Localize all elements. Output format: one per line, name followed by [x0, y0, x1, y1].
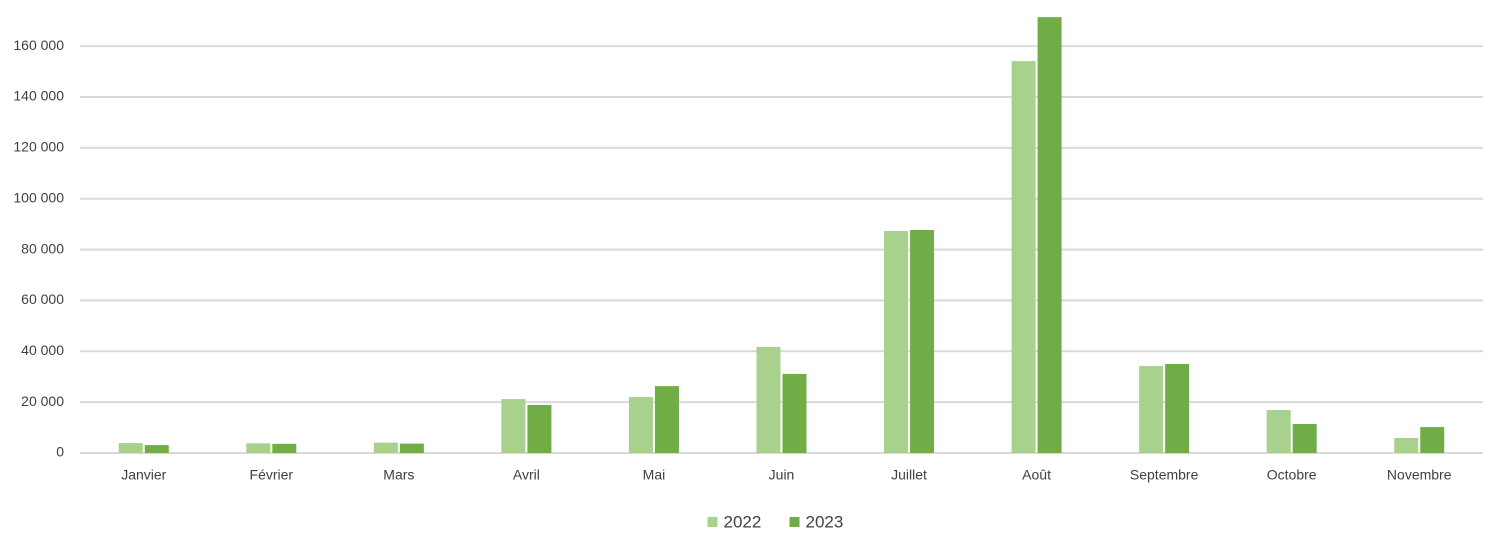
bar: [1011, 61, 1036, 453]
y-tick-label: 40 000: [21, 342, 64, 358]
bar: [118, 443, 143, 453]
bar: [527, 404, 552, 453]
x-tick-label: Octobre: [1267, 467, 1317, 483]
y-tick-label: 80 000: [21, 240, 64, 256]
bar: [501, 399, 526, 453]
legend-label: 2023: [806, 512, 844, 531]
legend-label: 2022: [724, 512, 762, 531]
x-tick-label: Mars: [383, 467, 414, 483]
x-tick-label: Avril: [513, 467, 540, 483]
bar: [1420, 427, 1445, 453]
bar: [1165, 364, 1190, 453]
legend-swatch: [789, 517, 800, 527]
bar: [1037, 17, 1062, 453]
bar: [910, 229, 935, 453]
bar: [756, 346, 781, 453]
x-tick-label: Juin: [769, 467, 795, 483]
x-tick-label: Février: [250, 467, 294, 483]
x-tick-label: Juillet: [891, 467, 927, 483]
bar: [246, 443, 271, 453]
bar: [884, 231, 909, 453]
x-tick-label: Août: [1022, 467, 1051, 483]
y-tick-label: 160 000: [13, 37, 64, 53]
legend-swatch: [707, 517, 718, 527]
bar: [1266, 410, 1291, 453]
bar: [782, 373, 807, 453]
bar: [272, 443, 297, 453]
y-tick-label: 0: [56, 444, 64, 460]
bar: [373, 442, 398, 453]
x-tick-label: Novembre: [1387, 467, 1452, 483]
y-tick-label: 100 000: [13, 189, 64, 205]
y-tick-label: 20 000: [21, 393, 64, 409]
bar: [1394, 437, 1419, 453]
bar: [654, 386, 679, 453]
bar: [1139, 366, 1164, 453]
y-tick-label: 140 000: [13, 88, 64, 104]
y-tick-label: 120 000: [13, 139, 64, 155]
bar: [144, 445, 169, 453]
bar: [399, 443, 424, 453]
x-tick-label: Janvier: [121, 467, 166, 483]
x-tick-label: Mai: [643, 467, 666, 483]
x-tick-label: Septembre: [1130, 467, 1199, 483]
y-tick-label: 60 000: [21, 291, 64, 307]
bar: [1292, 424, 1317, 453]
bar: [628, 397, 653, 453]
